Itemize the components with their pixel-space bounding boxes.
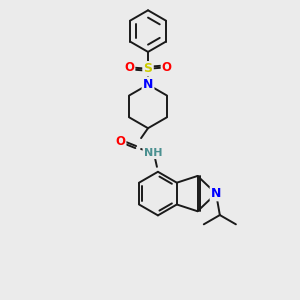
Text: N: N bbox=[211, 187, 221, 200]
Text: O: O bbox=[162, 61, 172, 74]
Text: N: N bbox=[143, 78, 153, 91]
Text: NH: NH bbox=[144, 148, 162, 158]
Text: O: O bbox=[124, 61, 134, 74]
Text: S: S bbox=[143, 62, 152, 75]
Text: O: O bbox=[115, 135, 125, 148]
